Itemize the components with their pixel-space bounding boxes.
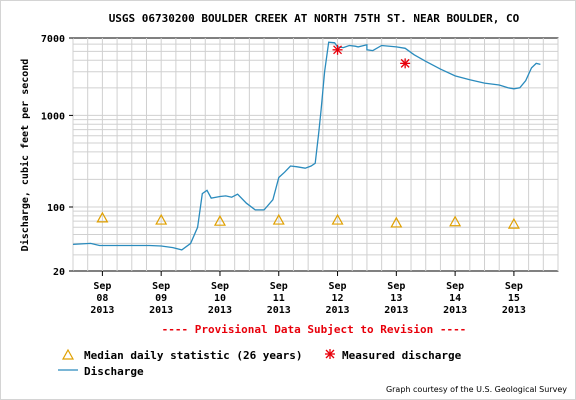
x-tick-year: 2013	[149, 305, 173, 316]
legend-median-label: Median daily statistic (26 years)	[84, 349, 303, 362]
y-tick-label: 1000	[41, 111, 65, 122]
x-tick-year: 2013	[384, 305, 408, 316]
legend-discharge-label: Discharge	[84, 365, 144, 378]
median-marker	[213, 214, 226, 226]
x-tick-month: Sep	[387, 281, 405, 292]
measured-marker	[332, 44, 343, 55]
median-marker	[507, 217, 520, 229]
legend: Median daily statistic (26 years) Measur…	[58, 348, 462, 378]
legend-measured-label: Measured discharge	[342, 349, 462, 362]
x-tick-year: 2013	[502, 305, 526, 316]
y-tick-label: 100	[47, 203, 65, 214]
plot-area	[72, 37, 559, 272]
x-tick-day: 11	[273, 293, 285, 304]
legend-median-marker	[61, 348, 75, 360]
x-tick-day: 08	[96, 293, 108, 304]
x-tick-month: Sep	[329, 281, 347, 292]
x-tick-day: 14	[449, 293, 461, 304]
x-tick-year: 2013	[325, 305, 349, 316]
x-tick-month: Sep	[505, 281, 523, 292]
chart-title: USGS 06730200 BOULDER CREEK AT NORTH 75T…	[109, 12, 520, 25]
x-tick-day: 09	[155, 293, 167, 304]
x-tick-year: 2013	[90, 305, 114, 316]
median-marker	[272, 213, 285, 225]
median-marker	[96, 211, 109, 223]
x-tick-day: 10	[214, 293, 226, 304]
grid-lines	[72, 38, 559, 271]
x-tick-year: 2013	[208, 305, 232, 316]
x-tick-month: Sep	[211, 281, 229, 292]
x-tick-month: Sep	[446, 281, 464, 292]
credit-text: Graph courtesy of the U.S. Geological Su…	[386, 385, 567, 394]
provisional-note: ---- Provisional Data Subject to Revisio…	[162, 323, 467, 336]
x-tick-day: 15	[508, 293, 520, 304]
y-tick-label: 20	[53, 267, 65, 278]
x-tick-year: 2013	[267, 305, 291, 316]
series-layer	[72, 41, 541, 251]
x-tick-month: Sep	[93, 281, 111, 292]
x-axis-ticks: Sep082013Sep092013Sep102013Sep112013Sep1…	[90, 271, 526, 316]
x-tick-month: Sep	[270, 281, 288, 292]
x-tick-month: Sep	[152, 281, 170, 292]
legend-measured-marker	[325, 349, 335, 359]
y-tick-label: 7000	[41, 34, 65, 45]
y-axis-ticks: 7000 1000 100 20	[41, 34, 73, 278]
median-marker	[390, 216, 403, 228]
measured-marker	[400, 58, 411, 69]
median-marker	[155, 213, 168, 225]
x-tick-year: 2013	[443, 305, 467, 316]
y-axis-label: Discharge, cubic feet per second	[19, 59, 31, 252]
median-marker	[449, 215, 462, 227]
discharge-line	[72, 41, 541, 251]
x-tick-day: 12	[332, 293, 344, 304]
x-tick-day: 13	[390, 293, 402, 304]
median-marker	[331, 213, 344, 225]
